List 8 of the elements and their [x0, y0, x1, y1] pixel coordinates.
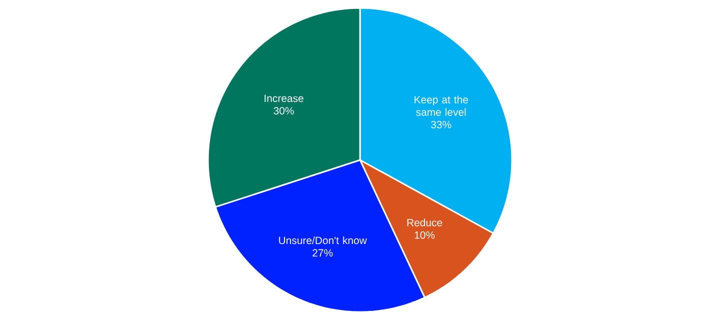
- data-label: 30%: [274, 107, 294, 114]
- data-label: 10%: [414, 231, 435, 239]
- slice-label: Keep at the same level: [414, 96, 468, 116]
- slice-label: Increase: [264, 94, 304, 102]
- slice-label: Unsure/Don't know: [279, 236, 367, 244]
- data-label: 27%: [312, 249, 333, 257]
- slice-label: Reduce: [407, 218, 442, 226]
- data-label: 33%: [431, 120, 452, 128]
